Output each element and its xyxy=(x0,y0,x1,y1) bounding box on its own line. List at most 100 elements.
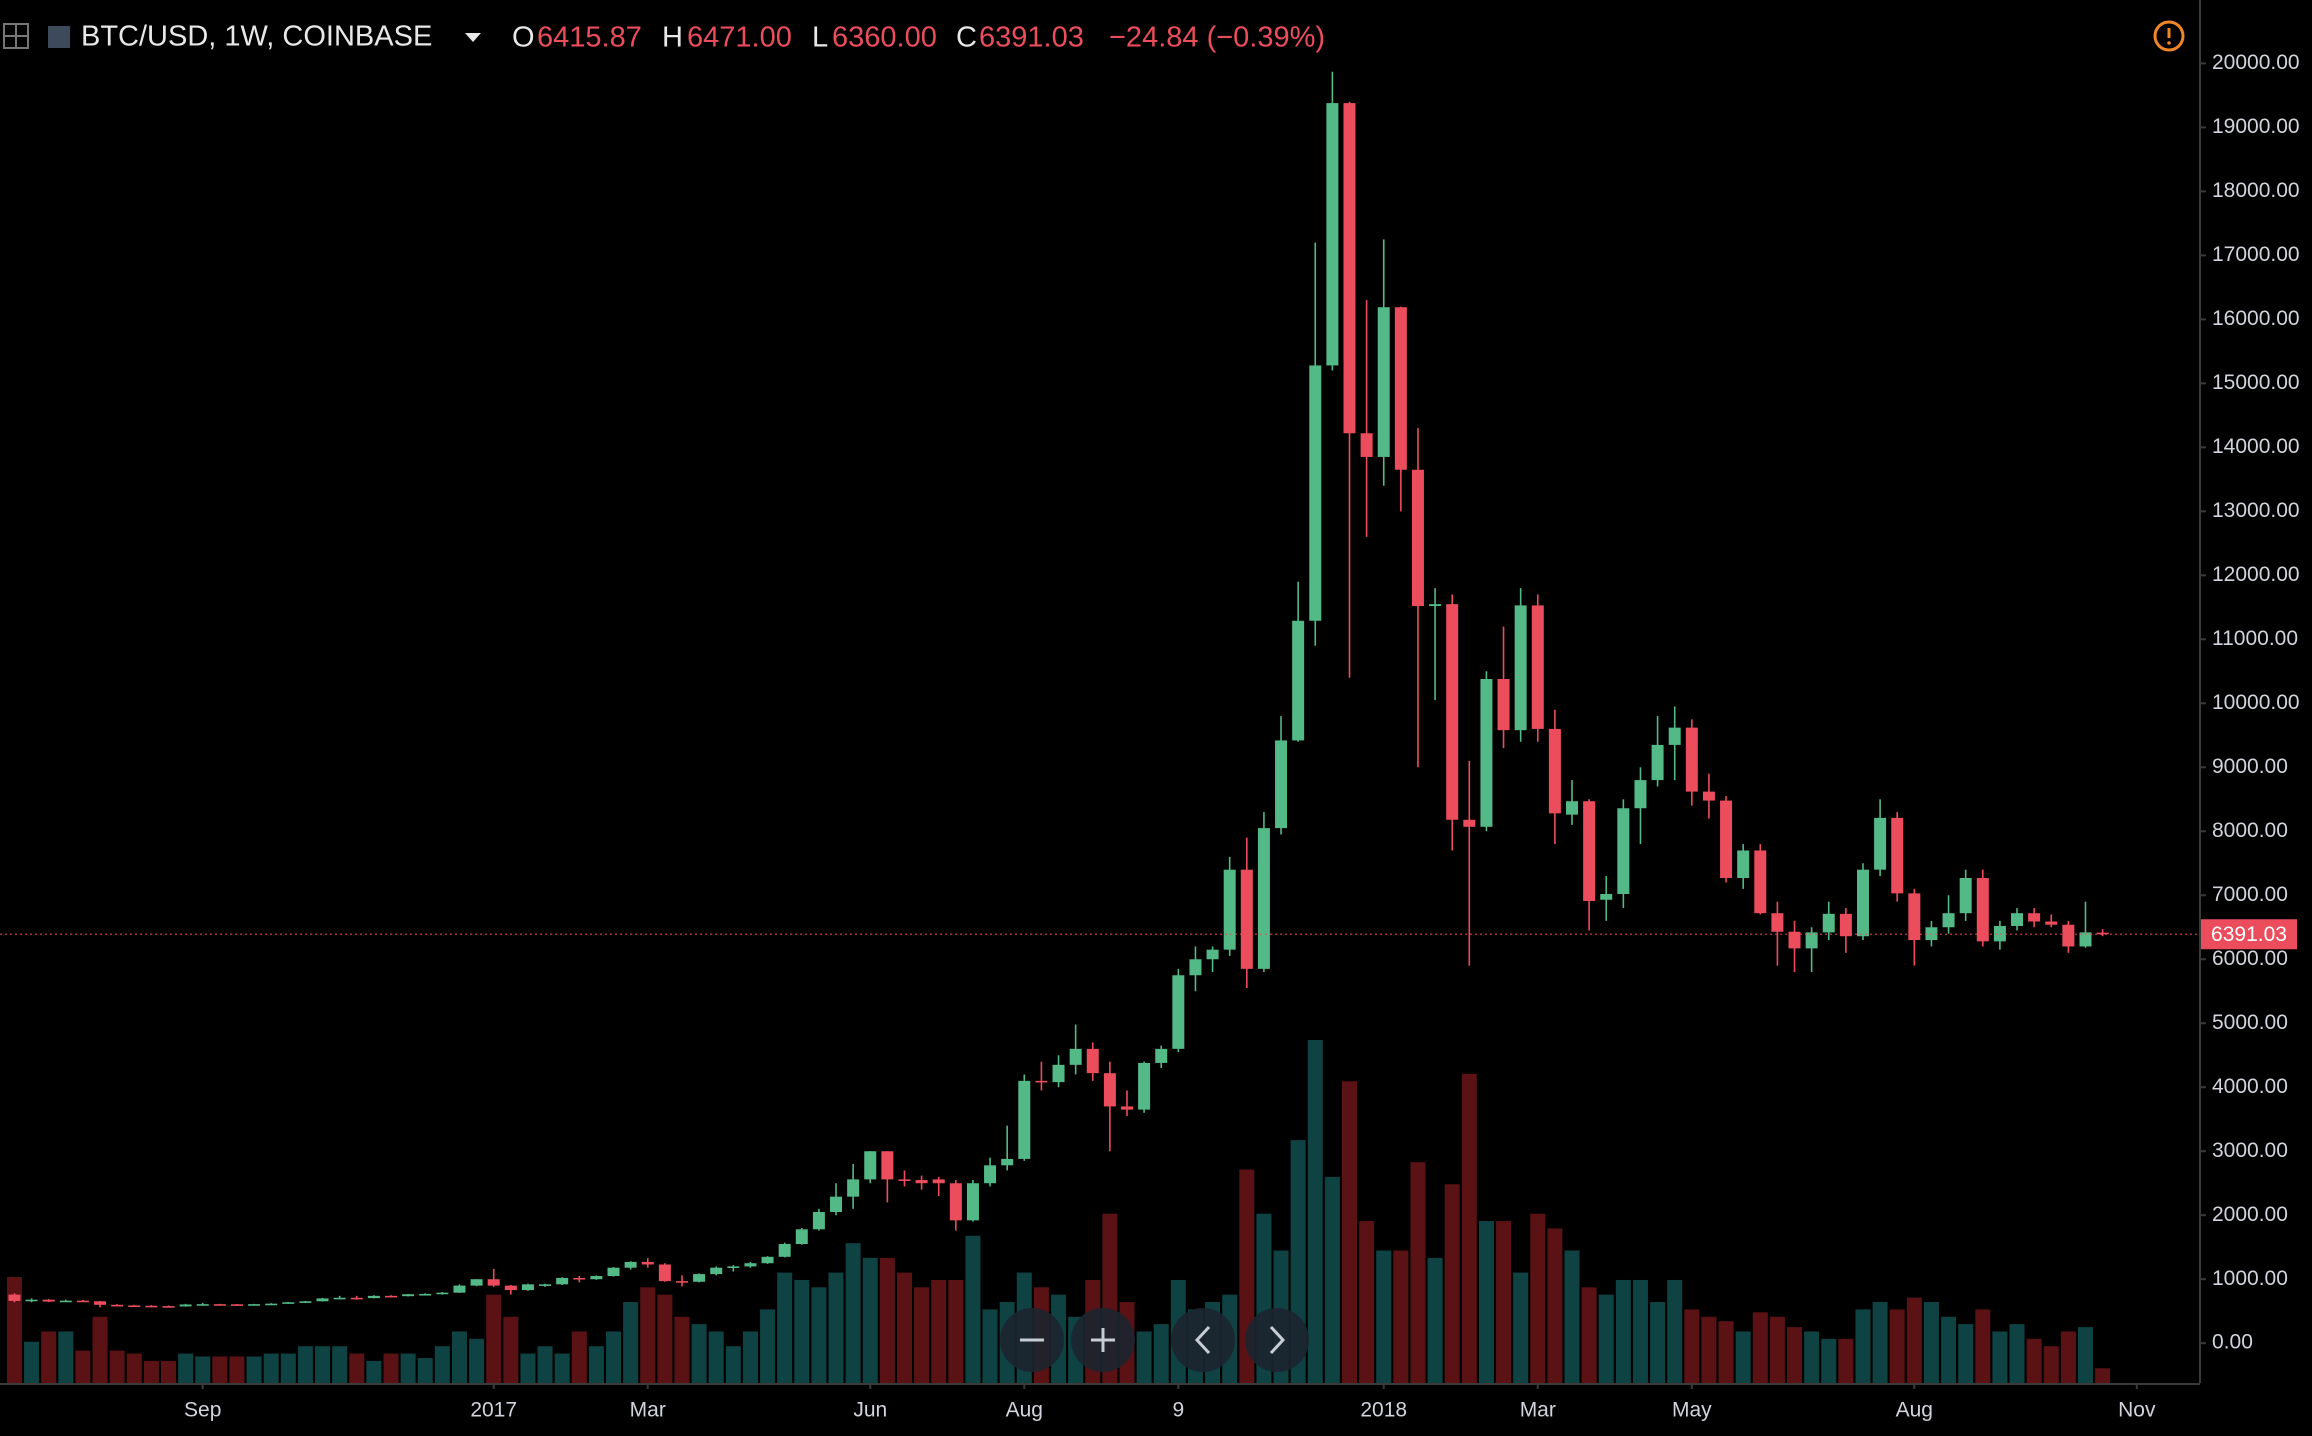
volume-bar xyxy=(606,1331,622,1383)
candle-body xyxy=(1839,913,1852,937)
volume-bar xyxy=(1992,1331,2008,1383)
candle-body xyxy=(385,1295,398,1298)
volume-bar xyxy=(1958,1324,1974,1383)
candle-body xyxy=(1856,869,1869,937)
candle-body xyxy=(162,1306,175,1308)
volume-bar xyxy=(1153,1324,1169,1383)
y-tick-label: 6000.00 xyxy=(2212,947,2288,970)
candle-body xyxy=(864,1151,877,1180)
volume-bar xyxy=(58,1331,74,1383)
volume-bar xyxy=(178,1353,194,1383)
ohlc-label: H xyxy=(662,22,683,54)
candle-body xyxy=(984,1165,997,1184)
y-tick-label: 13000.00 xyxy=(2212,499,2300,522)
y-tick-label: 8000.00 xyxy=(2212,819,2288,842)
alert-icon-dot xyxy=(2167,41,2171,45)
volume-bar xyxy=(503,1316,519,1383)
candle-body xyxy=(710,1267,723,1275)
volume-bar xyxy=(1410,1162,1426,1383)
axes: 0.00 1000.00 2000.00 3000.00 4000.00 5000.00 6… xyxy=(184,51,2300,1422)
candle-body xyxy=(179,1304,192,1307)
candle-body xyxy=(1446,604,1459,820)
volume-bar xyxy=(794,1279,810,1383)
candle-body xyxy=(1531,605,1544,729)
volume-bar xyxy=(1341,1081,1357,1383)
candle-body xyxy=(94,1301,107,1305)
candle-body xyxy=(898,1179,911,1181)
candle-body xyxy=(1788,931,1801,949)
volume-bar xyxy=(1496,1221,1512,1383)
candle-body xyxy=(1035,1080,1048,1083)
volume-bar xyxy=(965,1235,981,1383)
candle-body xyxy=(213,1304,226,1306)
candle-body xyxy=(1651,744,1664,781)
volume-bar xyxy=(1581,1287,1597,1383)
volume-bar xyxy=(742,1331,758,1383)
candle-body xyxy=(1600,893,1613,900)
candle-body xyxy=(248,1304,261,1306)
candle-body xyxy=(8,1294,21,1301)
y-tick-label: 3000.00 xyxy=(2212,1139,2288,1162)
candle-body xyxy=(1702,791,1715,801)
candle-body xyxy=(1309,365,1322,621)
candle-body xyxy=(282,1302,295,1304)
flag-icon[interactable] xyxy=(48,26,70,48)
candle-body xyxy=(333,1297,346,1300)
candle-body xyxy=(1240,869,1253,969)
candle-body xyxy=(111,1304,124,1307)
volume-bar xyxy=(315,1346,331,1383)
change: −24.84 (−0.39%) xyxy=(1109,22,1325,54)
candle-body xyxy=(1086,1048,1099,1074)
scroll-left-button[interactable] xyxy=(1171,1308,1235,1372)
candle-body xyxy=(1822,913,1835,933)
volume-bar xyxy=(1701,1316,1717,1383)
candle-body xyxy=(1942,913,1955,928)
candle-body xyxy=(675,1281,688,1283)
candle-body xyxy=(1172,975,1185,1049)
header: BTC/USD, 1W, COINBASE O 6415.87 H 6471.0… xyxy=(3,20,2185,54)
volume-bar xyxy=(1307,1040,1323,1383)
candle-body xyxy=(25,1299,38,1302)
volume-bar xyxy=(400,1353,416,1383)
candle-body xyxy=(1617,808,1630,894)
y-tick-label: 9000.00 xyxy=(2212,755,2288,778)
volume-bar xyxy=(24,1341,40,1383)
candle-body xyxy=(436,1292,449,1295)
volume-bar xyxy=(1941,1316,1957,1383)
candle-body xyxy=(1206,949,1219,960)
candle-body xyxy=(1018,1080,1031,1159)
candle-body xyxy=(1377,307,1390,457)
last-price-label: 6391.03 xyxy=(2211,923,2287,946)
volume-bar xyxy=(1376,1250,1392,1383)
y-tick-label: 15000.00 xyxy=(2212,371,2300,394)
volume-bar xyxy=(708,1331,724,1383)
x-tick-label: Sep xyxy=(184,1399,221,1422)
candle-body xyxy=(402,1294,415,1297)
x-tick-label: 9 xyxy=(1172,1399,1184,1422)
candle-body xyxy=(2079,932,2092,947)
candle-body xyxy=(1583,801,1596,902)
volume-bar xyxy=(1513,1272,1529,1383)
alert-icon[interactable] xyxy=(2153,20,2185,52)
candle-body xyxy=(419,1293,432,1296)
y-tick-label: 10000.00 xyxy=(2212,691,2300,714)
dropdown-caret[interactable] xyxy=(465,33,481,42)
volume-bar xyxy=(1838,1338,1854,1383)
candle-body xyxy=(1566,801,1579,815)
volume-bar xyxy=(434,1346,450,1383)
x-tick-label: Nov xyxy=(2118,1399,2156,1422)
candle-body xyxy=(795,1229,808,1245)
x-tick-label: Aug xyxy=(1006,1399,1043,1422)
candle-body xyxy=(2028,913,2041,922)
volume-bar xyxy=(1804,1331,1820,1383)
volume-bar xyxy=(1359,1221,1375,1383)
symbol[interactable]: BTC/USD, 1W, COINBASE xyxy=(81,21,432,53)
volume-bar xyxy=(1667,1279,1683,1383)
y-tick-label: 14000.00 xyxy=(2212,435,2300,458)
candle-body xyxy=(128,1305,141,1308)
scroll-right-button[interactable] xyxy=(1245,1308,1309,1372)
candle-body xyxy=(1480,678,1493,827)
volume-bar xyxy=(1598,1294,1614,1383)
volume-bar xyxy=(1547,1228,1563,1383)
